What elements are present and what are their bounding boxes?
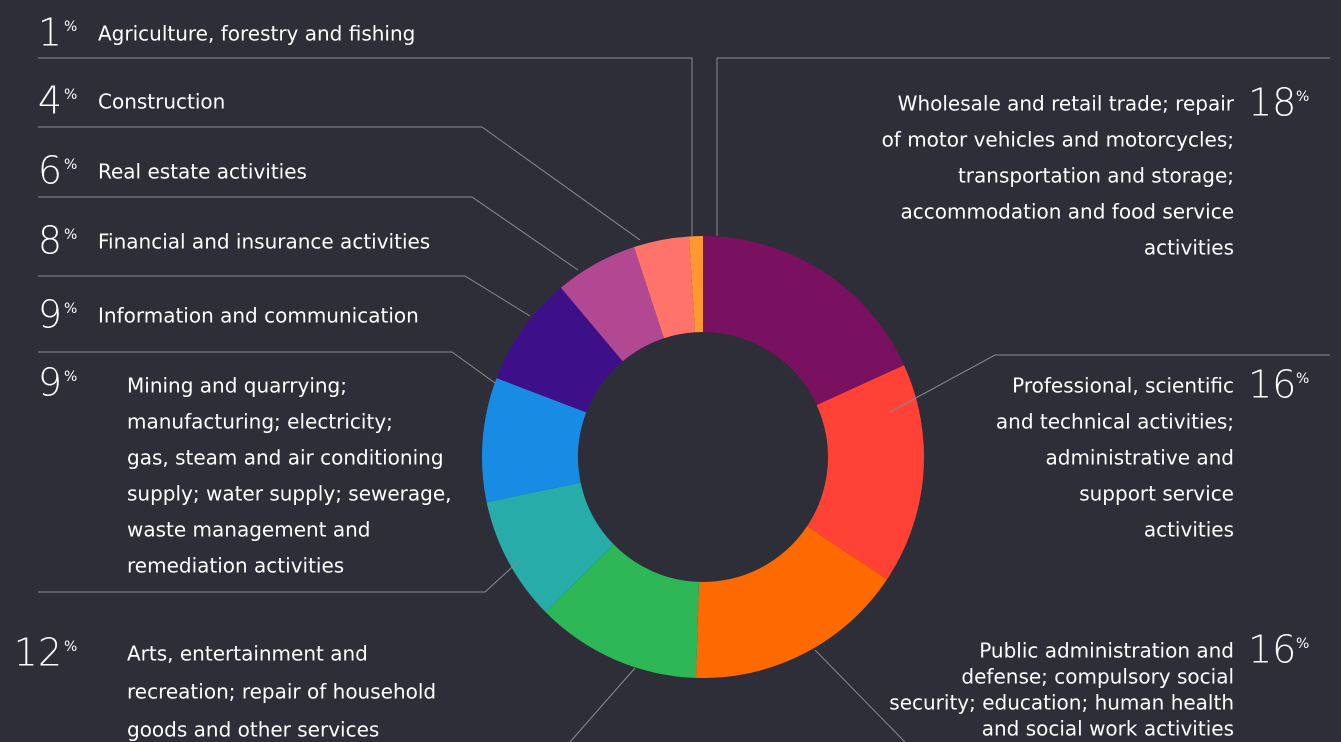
unit-label: %	[64, 87, 77, 103]
category-label: Agriculture, forestry and fishing	[98, 22, 415, 46]
leader-line	[38, 559, 521, 593]
category-label: and technical activities;	[996, 410, 1234, 434]
category-label: transportation and storage;	[958, 164, 1234, 188]
category-label: Mining and quarrying;	[127, 374, 347, 398]
donut-segment	[486, 482, 614, 613]
unit-label: %	[1296, 89, 1309, 105]
category-label: Wholesale and retail trade; repair	[898, 92, 1235, 116]
unit-label: %	[64, 157, 77, 173]
donut-segment	[560, 247, 664, 362]
donut-segment	[695, 526, 887, 678]
category-label: administrative and	[1046, 446, 1235, 470]
leader-line	[38, 196, 579, 271]
category-label: supply; water supply; sewerage,	[127, 482, 452, 506]
unit-label: %	[64, 301, 77, 317]
donut-segment	[545, 544, 700, 678]
donut-segment	[807, 365, 924, 580]
leader-line	[569, 667, 636, 742]
category-label: and social work activities	[982, 717, 1234, 741]
category-label: Information and communication	[98, 304, 419, 328]
category-label: manufacturing; electricity;	[127, 410, 393, 434]
leader-line	[38, 275, 531, 317]
unit-label: %	[64, 19, 77, 35]
value-label: 1	[38, 11, 62, 55]
unit-label: %	[64, 227, 77, 243]
donut-segment	[496, 287, 623, 413]
unit-label: %	[64, 639, 77, 655]
donut-segment	[634, 236, 696, 339]
category-label: security; education; human health	[889, 691, 1234, 715]
category-label: remediation activities	[127, 554, 344, 578]
category-label: of motor vehicles and motorcycles;	[882, 128, 1234, 152]
value-label: 18	[1248, 81, 1296, 125]
category-label: Real estate activities	[98, 160, 307, 184]
leader-line	[38, 351, 496, 384]
category-label: Arts, entertainment and	[127, 642, 368, 666]
value-label: 9	[38, 293, 62, 337]
category-label: gas, steam and air conditioning	[127, 446, 444, 470]
category-label: support service	[1079, 482, 1234, 506]
value-label: 16	[1248, 628, 1296, 672]
donut-segment	[703, 236, 905, 406]
category-label: activities	[1144, 236, 1234, 260]
category-label: waste management and	[127, 518, 371, 542]
category-label: recreation; repair of household	[127, 680, 436, 704]
leader-line	[38, 57, 693, 236]
leader-line	[889, 354, 1330, 413]
value-label: 12	[14, 631, 62, 675]
category-label: Public administration and	[979, 639, 1234, 663]
category-label: goods and other services	[127, 718, 379, 742]
category-label: defense; compulsory social	[961, 665, 1234, 689]
leader-line	[814, 649, 906, 742]
unit-label: %	[1296, 371, 1309, 387]
donut-segment	[482, 378, 587, 503]
donut-segment	[688, 236, 703, 333]
value-label: 6	[38, 149, 62, 193]
category-label: accommodation and food service	[901, 200, 1235, 224]
value-label: 8	[38, 219, 62, 263]
value-label: 9	[38, 361, 62, 405]
leader-line	[38, 126, 641, 241]
value-label: 4	[38, 79, 62, 123]
leader-line	[716, 57, 1330, 236]
category-label: activities	[1144, 518, 1234, 542]
category-label: Professional, scientific	[1012, 374, 1234, 398]
unit-label: %	[64, 369, 77, 385]
category-label: Construction	[98, 90, 225, 114]
category-label: Financial and insurance activities	[98, 230, 430, 254]
unit-label: %	[1296, 636, 1309, 652]
value-label: 16	[1248, 363, 1296, 407]
